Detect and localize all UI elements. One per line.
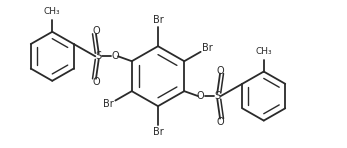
Text: Br: Br [153, 127, 163, 137]
Text: O: O [216, 66, 224, 75]
Text: O: O [216, 117, 224, 127]
Text: Br: Br [202, 43, 213, 53]
Text: CH₃: CH₃ [44, 7, 61, 16]
Text: S: S [96, 51, 102, 61]
Text: CH₃: CH₃ [255, 47, 272, 56]
Text: O: O [111, 51, 119, 61]
Text: O: O [92, 26, 100, 36]
Text: Br: Br [103, 99, 114, 109]
Text: O: O [197, 91, 205, 101]
Text: O: O [92, 77, 100, 87]
Text: S: S [214, 91, 220, 101]
Text: Br: Br [153, 15, 163, 25]
